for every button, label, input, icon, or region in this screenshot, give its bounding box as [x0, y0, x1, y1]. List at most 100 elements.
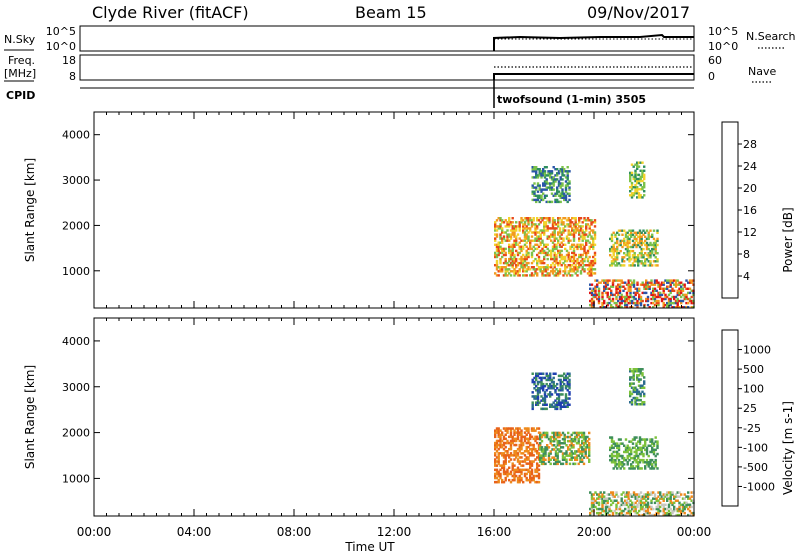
power-cell [508, 247, 511, 251]
power-cell [610, 247, 614, 251]
velocity-cell [543, 384, 547, 388]
power-cell [636, 303, 639, 307]
velocity-cell [629, 505, 632, 509]
power-cell [569, 266, 572, 269]
power-cell [673, 295, 676, 299]
velocity-cell [502, 452, 506, 455]
power-cell [494, 264, 497, 267]
power-cell [558, 235, 562, 238]
power-cell [533, 198, 536, 202]
power-cell [624, 303, 627, 307]
velocity-cell [559, 405, 562, 408]
velocity-cell [629, 378, 632, 381]
velocity-cell [495, 470, 499, 474]
power-cell [631, 299, 634, 303]
velocity-cell [654, 461, 657, 464]
velocity-cell [530, 462, 534, 465]
velocity-cell [620, 513, 623, 517]
power-cell [502, 266, 506, 269]
power-cell [667, 285, 671, 288]
power-cell [553, 255, 556, 259]
velocity-cell [544, 454, 547, 457]
power-cell [629, 171, 632, 175]
power-cell [676, 289, 679, 292]
velocity-cell [513, 474, 516, 478]
velocity-cell [637, 390, 641, 394]
power-cell [536, 274, 539, 277]
power-cell [499, 217, 502, 220]
velocity-cell [520, 429, 523, 432]
power-cell [530, 239, 534, 242]
power-cell [628, 229, 631, 232]
power-cell [592, 247, 595, 251]
velocity-cell [529, 470, 532, 474]
velocity-cell [536, 470, 539, 474]
power-cell [638, 229, 642, 232]
velocity-cell [646, 503, 650, 507]
power-cell [513, 272, 516, 275]
velocity-cell [497, 462, 500, 465]
power-cell [522, 264, 525, 267]
power-cell [654, 247, 657, 251]
velocity-cell [650, 493, 653, 496]
power-cell [543, 270, 546, 273]
velocity-cell [501, 464, 504, 467]
power-cell [590, 272, 593, 275]
power-cell [669, 281, 672, 284]
velocity-cell [623, 458, 626, 462]
power-cell [561, 170, 564, 173]
power-cell [643, 287, 646, 290]
velocity-cell [632, 370, 635, 373]
power-cell [628, 237, 631, 241]
velocity-cell [529, 476, 532, 480]
velocity-cell [617, 461, 621, 464]
power-cell [647, 231, 650, 234]
power-cell [551, 261, 555, 265]
velocity-cell [536, 441, 539, 445]
power-cell [543, 172, 547, 175]
velocity-cell [599, 513, 602, 517]
velocity-cell [494, 445, 497, 449]
power-cell [659, 291, 662, 295]
velocity-cell [495, 464, 499, 467]
power-cell [571, 255, 574, 259]
power-cell [628, 252, 631, 255]
power-cell [690, 295, 693, 299]
power-cell [518, 270, 521, 273]
power-cell [632, 297, 636, 301]
velocity-cell [637, 465, 640, 468]
power-cell [574, 229, 577, 232]
power-cell [532, 219, 535, 222]
power-cell [544, 245, 548, 248]
power-cell [590, 229, 593, 232]
velocity-cell [568, 372, 571, 375]
power-cell [632, 192, 635, 195]
velocity-cell [611, 513, 615, 517]
power-cell [550, 178, 554, 181]
velocity-cell [643, 507, 646, 511]
power-cell [546, 268, 549, 271]
velocity-cell [530, 429, 534, 432]
power-cell [504, 253, 507, 257]
velocity-cell [501, 445, 504, 449]
power-cell [555, 261, 558, 265]
velocity-cell [664, 503, 667, 507]
power-cell [578, 245, 581, 248]
velocity-cell [685, 505, 688, 509]
power-cell [495, 264, 499, 267]
power-cell [589, 291, 592, 295]
x-tick-label: 08:00 [277, 525, 312, 539]
power-cell [513, 270, 516, 273]
velocity-cell [554, 452, 558, 455]
velocity-cell [497, 431, 500, 434]
velocity-cell [638, 501, 641, 505]
velocity-cell [494, 458, 497, 461]
power-cell [509, 261, 513, 265]
power-cell [649, 262, 652, 265]
velocity-cell [520, 478, 523, 482]
velocity-cell [610, 503, 613, 507]
velocity-cell [669, 495, 672, 498]
velocity-cell [566, 405, 569, 408]
